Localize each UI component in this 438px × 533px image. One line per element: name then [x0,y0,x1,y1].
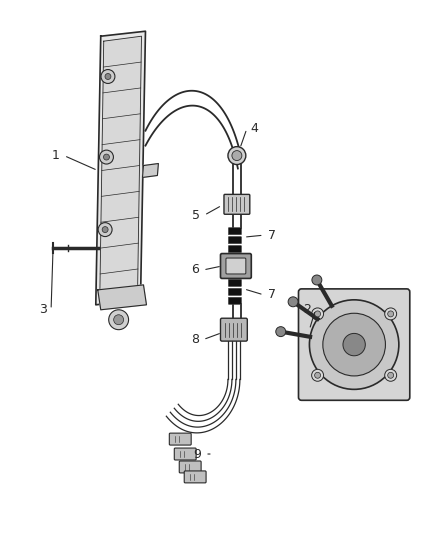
Circle shape [228,147,246,165]
Circle shape [288,297,298,307]
Circle shape [312,308,324,320]
Circle shape [105,74,111,79]
Polygon shape [98,285,146,310]
Circle shape [388,311,394,317]
Circle shape [314,372,321,378]
FancyBboxPatch shape [229,288,241,295]
Text: 4: 4 [251,122,259,135]
Circle shape [312,369,324,381]
Circle shape [103,154,110,160]
FancyBboxPatch shape [174,448,196,460]
Text: 1: 1 [52,149,60,162]
Circle shape [385,308,397,320]
FancyBboxPatch shape [184,471,206,483]
FancyBboxPatch shape [229,246,241,253]
Circle shape [312,275,322,285]
Circle shape [98,223,112,237]
Circle shape [276,327,286,337]
Text: 2: 2 [304,303,311,316]
Circle shape [343,334,365,356]
FancyBboxPatch shape [226,258,246,274]
FancyBboxPatch shape [229,279,241,286]
Circle shape [99,150,113,164]
Circle shape [314,311,321,317]
FancyBboxPatch shape [179,461,201,473]
FancyBboxPatch shape [229,228,241,235]
Circle shape [102,227,108,232]
FancyBboxPatch shape [298,289,410,400]
FancyBboxPatch shape [229,237,241,244]
FancyBboxPatch shape [170,433,191,445]
Text: 3: 3 [39,303,47,316]
Text: 5: 5 [192,209,200,222]
FancyBboxPatch shape [220,318,247,341]
Circle shape [114,315,124,325]
Polygon shape [142,164,159,177]
Circle shape [385,369,397,381]
Text: 8: 8 [191,333,199,346]
Circle shape [101,69,115,84]
Circle shape [109,310,129,330]
FancyBboxPatch shape [229,297,241,304]
FancyBboxPatch shape [224,195,250,214]
FancyBboxPatch shape [220,254,251,278]
Circle shape [232,151,242,160]
Circle shape [388,372,394,378]
Circle shape [323,313,385,376]
Text: 7: 7 [268,288,276,301]
Text: 9: 9 [193,448,201,461]
Polygon shape [96,31,145,305]
Text: 7: 7 [268,229,276,241]
Text: 6: 6 [191,263,199,277]
Polygon shape [100,36,141,300]
Circle shape [309,300,399,389]
